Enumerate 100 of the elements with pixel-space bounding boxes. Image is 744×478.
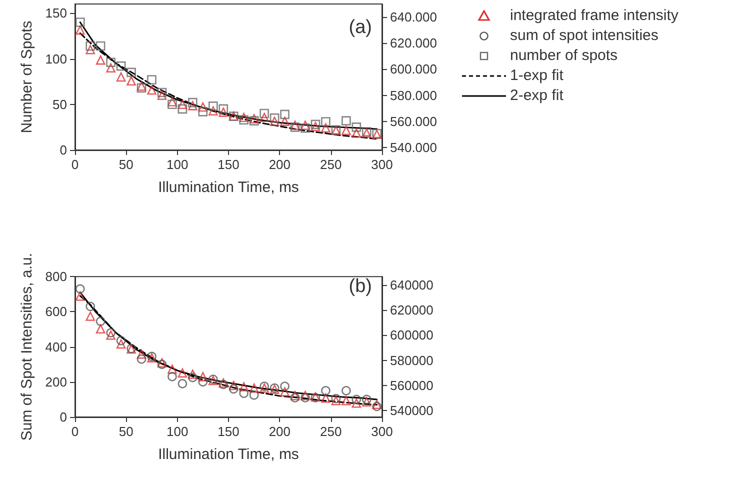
x-tick-label: 150 (218, 424, 240, 439)
x-tick-label: 300 (371, 424, 393, 439)
point (228, 380, 238, 390)
point (342, 116, 351, 126)
point (168, 97, 177, 106)
y2-tick-label: 620000 (390, 302, 434, 318)
point (188, 98, 198, 108)
point (260, 112, 269, 122)
point (270, 113, 280, 123)
y2-tick-label: 580.000 (390, 88, 437, 103)
point (249, 383, 259, 393)
point (352, 128, 362, 138)
y2-tick-label: 560.000 (390, 114, 437, 129)
point (106, 63, 116, 73)
point (96, 55, 106, 65)
point (342, 386, 351, 396)
point (96, 324, 106, 334)
legend-label: integrated frame intensity (510, 6, 678, 26)
point (116, 339, 126, 349)
point (280, 110, 290, 120)
point (188, 372, 198, 382)
point (321, 386, 330, 396)
y2-tick-label: 600000 (390, 328, 434, 343)
point (352, 394, 362, 404)
point (106, 328, 116, 338)
point (116, 61, 126, 71)
legend-label: number of spots (510, 46, 618, 66)
point (362, 394, 372, 404)
y2-tick-label: 540000 (390, 403, 434, 418)
y2-tick-label: 600.000 (390, 62, 437, 77)
point (300, 120, 310, 130)
point (178, 104, 188, 114)
y-tick-label: 400 (45, 339, 67, 354)
point (280, 116, 290, 126)
x-tick-label: 50 (118, 424, 134, 439)
y-tick-label: 0 (60, 410, 67, 424)
y-tick-label: 100 (45, 51, 67, 66)
point (96, 316, 106, 326)
legend-label: 1-exp fit (510, 66, 564, 86)
point (208, 106, 218, 116)
point (96, 41, 106, 51)
y-axis-title: Number of Spots (18, 20, 36, 134)
x-axis-title: Illumination Time, ms (158, 446, 299, 463)
point (136, 349, 146, 359)
y2-tick-label: 580000 (390, 352, 434, 368)
point (280, 382, 290, 391)
x-tick-label: 200 (268, 157, 291, 172)
point (147, 75, 156, 84)
point (106, 58, 116, 68)
point (157, 88, 167, 98)
point (168, 100, 177, 110)
point (239, 115, 248, 125)
point (239, 388, 248, 398)
point (86, 312, 95, 321)
x-tick-label: 50 (118, 157, 134, 172)
legend-label: sum of spot intensities (510, 26, 658, 46)
point (300, 393, 310, 402)
x-tick-label: 250 (320, 157, 342, 172)
y-tick-label: 200 (45, 374, 67, 390)
point (352, 398, 362, 408)
point (178, 100, 188, 110)
point (218, 104, 228, 114)
y2-tick-label: 640.000 (390, 10, 437, 25)
point (106, 330, 116, 340)
point (178, 368, 188, 378)
point (300, 390, 310, 400)
point (116, 336, 126, 346)
point (198, 107, 208, 116)
point (321, 123, 330, 132)
y2-tick-label: 620.000 (390, 36, 437, 51)
point (75, 291, 85, 301)
x-tick-label: 300 (371, 157, 393, 172)
annotation: (b) (348, 276, 372, 297)
point (208, 102, 218, 111)
y-axis-title: Sum of Spot Intensities, a.u. (18, 252, 36, 441)
point (342, 396, 351, 406)
point (280, 387, 290, 396)
y2-tick-label: 640000 (390, 277, 434, 292)
y-tick-label: 50 (52, 96, 67, 112)
point (198, 377, 208, 387)
point (168, 372, 177, 382)
point (126, 68, 136, 78)
point (260, 108, 269, 118)
point (86, 41, 95, 51)
x-tick-label: 200 (268, 424, 291, 439)
x-tick-label: 0 (71, 424, 79, 439)
point (188, 101, 198, 110)
x-tick-label: 250 (320, 424, 342, 439)
y-tick-label: 0 (60, 142, 67, 158)
point (239, 382, 248, 392)
point (147, 85, 156, 95)
point (290, 390, 300, 400)
annotation: (a) (348, 17, 372, 38)
point (239, 112, 248, 122)
point (136, 354, 146, 364)
point (188, 370, 198, 379)
point (362, 397, 372, 407)
point (270, 116, 280, 126)
point (198, 372, 208, 382)
x-tick-label: 150 (218, 157, 240, 172)
